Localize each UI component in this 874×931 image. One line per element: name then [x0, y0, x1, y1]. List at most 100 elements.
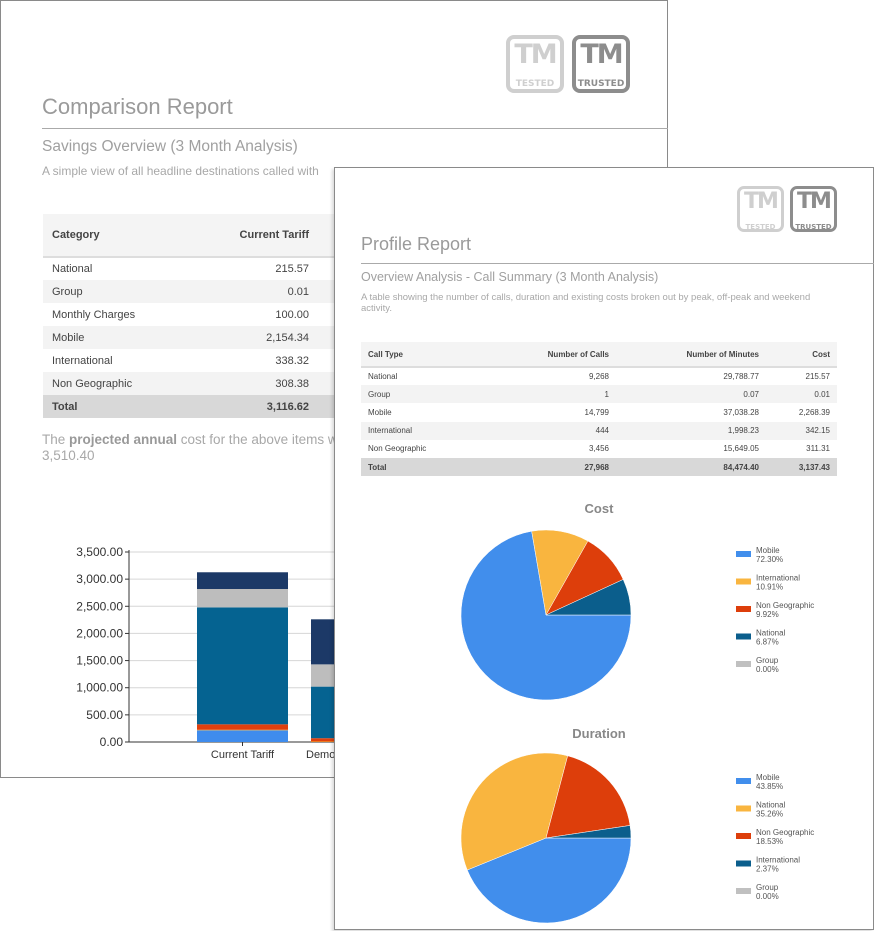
table-cell: International	[52, 354, 113, 367]
y-tick-label: 3,500.00	[76, 545, 123, 559]
legend-value: 0.00%	[756, 892, 779, 901]
table-row: Monthly Charges 100.00	[43, 303, 343, 326]
table-cell: 9,268	[588, 372, 609, 382]
table-cell: 338.32	[275, 354, 309, 367]
total-row: Total 27,968 84,474.40 3,137.43	[361, 457, 837, 477]
section-description: A simple view of all headline destinatio…	[42, 164, 319, 178]
table-cell: 2,268.39	[798, 407, 830, 417]
table-cell: 15,649.05	[723, 444, 759, 454]
column-header: Current Tariff	[184, 214, 343, 258]
pie-title: Cost	[585, 501, 615, 516]
table-cell: 3,137.43	[759, 457, 837, 477]
tm-trusted-logo: TM TRUSTED	[790, 186, 837, 232]
pie-slice	[545, 755, 631, 839]
legend-swatch	[736, 860, 751, 867]
table-row: Mobile 14,799 37,038.28 2,268.39	[361, 403, 837, 421]
bar-segment	[197, 572, 288, 590]
y-tick-label: 1,500.00	[76, 654, 123, 668]
table-cell: 1	[488, 385, 609, 404]
table-cell: International	[361, 421, 489, 440]
legend-value: 6.87%	[756, 638, 779, 647]
tm-trusted-logo: TM TRUSTED	[572, 35, 630, 93]
table-cell: Group	[43, 280, 185, 303]
pie-slice	[545, 579, 632, 616]
bar-segment	[197, 729, 288, 731]
y-tick-label: 2,500.00	[76, 599, 123, 613]
table-row: Group 0.01	[43, 280, 343, 303]
table-cell: Non Geographic	[368, 444, 427, 454]
table-cell: 37,038.28	[723, 407, 759, 417]
table-cell: 342.15	[759, 421, 837, 440]
table-row: Mobile 2,154.34	[43, 326, 343, 349]
table-cell: 100.00	[275, 308, 309, 321]
table-row: Non Geographic 3,456 15,649.05 311.31	[361, 440, 837, 458]
section-description: A table showing the number of calls, dur…	[361, 292, 811, 314]
table-cell: Group	[361, 385, 489, 404]
bar-segment	[197, 724, 288, 730]
projection-text: The projected annual cost for the above …	[42, 432, 364, 463]
projection-value: 3,510.40	[42, 448, 95, 463]
table-row: National 215.57	[43, 257, 343, 280]
table-cell: 0.07	[609, 385, 759, 404]
title-divider	[361, 263, 874, 264]
table-cell: 27,968	[488, 457, 609, 477]
legend-label: National	[756, 801, 786, 810]
report-title: Profile Report	[361, 234, 472, 254]
section-subtitle: Savings Overview (3 Month Analysis)	[42, 138, 298, 155]
pie-slice	[460, 530, 632, 701]
y-tick-label: 0.00	[100, 735, 124, 749]
pie-slice	[545, 825, 632, 839]
table-row: Non Geographic 308.38	[43, 372, 343, 395]
table-row: International 338.32	[43, 349, 343, 372]
legend-label: Non Geographic	[756, 828, 814, 837]
legend-label: Mobile	[756, 773, 780, 782]
legend-value: 35.26%	[756, 810, 783, 819]
y-tick-label: 2,000.00	[76, 626, 123, 640]
legend-swatch	[736, 661, 751, 667]
profile-report-page: TM TESTED TM TRUSTED Profile Report Overvi…	[334, 167, 874, 930]
legend-swatch	[736, 888, 751, 894]
table-cell: 2,154.34	[184, 326, 343, 349]
table-cell: Monthly Charges	[52, 308, 136, 321]
tm-tested-logo: TM TESTED	[506, 35, 564, 93]
title-divider	[42, 128, 668, 129]
legend-value: 2.37%	[756, 865, 779, 874]
legend-label: Mobile	[756, 546, 780, 555]
section-subtitle: Overview Analysis - Call Summary (3 Mont…	[361, 270, 659, 284]
table-cell: 444	[488, 421, 609, 440]
table-cell: Mobile	[43, 326, 185, 349]
table-row: National 9,268 29,788.77 215.57	[361, 367, 837, 385]
legend-label: Non Geographic	[756, 601, 814, 610]
column-header: Cost	[759, 342, 837, 368]
call-summary-table: Call Type Number of Calls Number of Minute…	[361, 342, 837, 477]
table-cell: 0.01	[184, 280, 343, 303]
table-cell: 1,998.23	[609, 421, 759, 440]
legend-swatch	[736, 778, 751, 784]
legend-swatch	[736, 633, 751, 640]
table-cell: 311.31	[806, 444, 830, 454]
table-cell: Total	[361, 457, 489, 477]
legend-label: International	[756, 856, 800, 865]
x-tick-label: Current Tariff	[211, 749, 275, 761]
table-cell: 3,456	[588, 444, 609, 454]
pie-slice	[466, 837, 632, 924]
table-cell: 3,116.62	[184, 395, 343, 418]
table-cell: 215.57	[275, 263, 309, 275]
legend-value: 0.00%	[756, 665, 779, 674]
legend-swatch	[736, 551, 751, 557]
table-cell: 215.57	[805, 372, 830, 382]
pie-title: Duration	[572, 726, 626, 741]
table-cell: 84,474.40	[609, 457, 759, 477]
legend-label: International	[756, 574, 800, 583]
column-header: Call Type	[361, 342, 489, 368]
legend-swatch	[736, 805, 751, 812]
table-cell: 14,799	[584, 407, 609, 417]
legend-swatch	[736, 578, 751, 585]
legend-label: Group	[756, 883, 779, 892]
y-tick-label: 1,000.00	[76, 681, 123, 695]
table-cell: Mobile	[368, 407, 392, 417]
table-cell: Total	[43, 395, 185, 418]
bar-segment	[197, 589, 288, 608]
legend-swatch	[736, 833, 751, 839]
